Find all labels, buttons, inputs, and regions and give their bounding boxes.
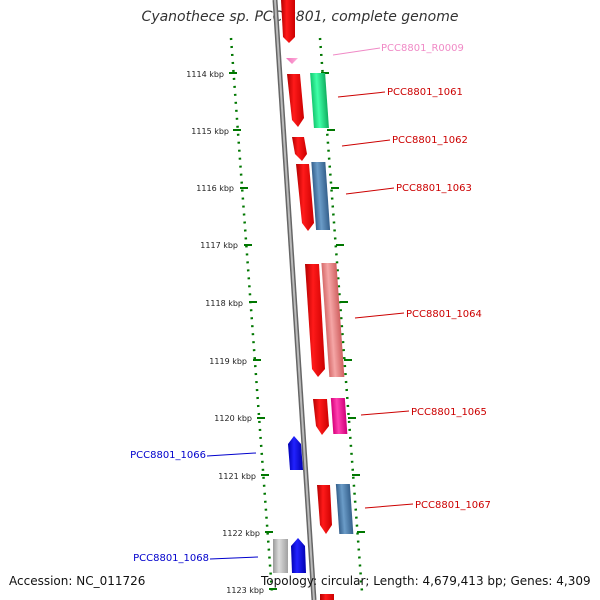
tick-label-1118: 1118 kbp (205, 299, 243, 308)
leader-1063 (345, 187, 395, 195)
gene-arrow-r0009[interactable] (286, 58, 298, 64)
gene-label-1062[interactable]: PCC8801_1062 (392, 135, 468, 146)
leader-1065 (360, 410, 410, 416)
gene-arrow-top-partial[interactable] (281, 0, 295, 43)
gene-arrow-1062[interactable] (292, 137, 307, 161)
leader-1061 (337, 91, 386, 98)
leader-1068 (209, 556, 259, 560)
gene-label-1068[interactable]: PCC8801_1068 (133, 553, 209, 564)
tick-label-1122: 1122 kbp (222, 529, 260, 538)
gene-arrow-1065[interactable] (313, 399, 329, 435)
leader-1064 (354, 312, 405, 319)
tick-label-1123: 1123 kbp (226, 586, 264, 595)
gene-arrow-1061[interactable] (287, 74, 304, 127)
gene-arrow-1067[interactable] (317, 485, 332, 534)
gene-features[interactable] (273, 0, 354, 600)
tick-label-1116: 1116 kbp (196, 184, 234, 193)
gene-arrow-1063[interactable] (296, 164, 314, 231)
tick-label-1117: 1117 kbp (200, 241, 238, 250)
inner-dotted-guide (229, 37, 274, 593)
tick-label-1121: 1121 kbp (218, 472, 256, 481)
gene-label-1067[interactable]: PCC8801_1067 (415, 500, 491, 511)
tick-label-1114: 1114 kbp (186, 70, 224, 79)
genome-title: Cyanothece sp. PCC 8801, complete genome (141, 9, 459, 25)
outer-ticks (321, 72, 365, 533)
tick-label-1119: 1119 kbp (209, 357, 247, 366)
tick-label-1120: 1120 kbp (214, 414, 252, 423)
gene-label-1064[interactable]: PCC8801_1064 (406, 309, 482, 320)
gene-arrow-1068[interactable] (291, 538, 306, 573)
gene-bar-1061-green[interactable] (310, 73, 329, 128)
gene-label-r0009[interactable]: PCC8801_R0009 (381, 43, 464, 54)
gene-bar-1068-gray[interactable] (273, 539, 288, 573)
tick-label-1115: 1115 kbp (191, 127, 229, 136)
gene-label-1066[interactable]: PCC8801_1066 (130, 450, 206, 461)
gene-bar-1063-steel[interactable] (311, 162, 331, 230)
leader-1067 (364, 503, 414, 509)
accession-text: Accession: NC_011726 (9, 574, 146, 588)
gene-bar-bottom-partial[interactable] (320, 594, 334, 600)
gene-bar-1064-salmon[interactable] (321, 263, 345, 377)
ruler-ticks (229, 72, 277, 590)
gene-bar-1067-steel[interactable] (335, 484, 354, 534)
leader-r0009 (332, 47, 381, 56)
topology-text: Topology: circular; Length: 4,679,413 bp… (261, 574, 591, 588)
gene-arrow-1066[interactable] (288, 436, 303, 470)
leader-1062 (341, 139, 391, 147)
gene-label-1061[interactable]: PCC8801_1061 (387, 87, 463, 98)
gene-label-1063[interactable]: PCC8801_1063 (396, 183, 472, 194)
gene-bar-1065-magenta[interactable] (330, 398, 348, 434)
gene-label-1065[interactable]: PCC8801_1065 (411, 407, 487, 418)
gene-arrow-1064[interactable] (305, 264, 325, 377)
leader-1066 (206, 452, 257, 457)
